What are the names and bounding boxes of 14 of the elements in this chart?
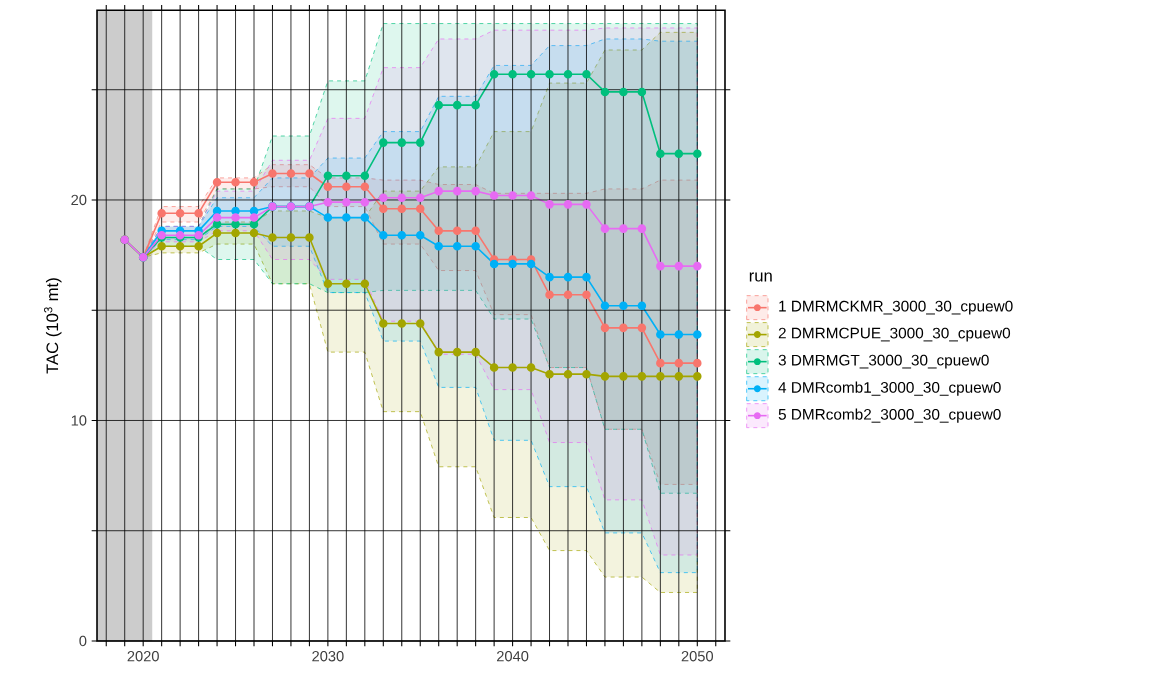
legend-title: run bbox=[749, 272, 772, 282]
y-axis-title: TAC (10$^{3}$ mt) bbox=[44, 278, 62, 374]
y-tick-label: 20 bbox=[71, 194, 87, 206]
legend-label: 4 DMRcomb1_3000_30_cpuew0 bbox=[778, 381, 1001, 396]
legend-label: 1 DMRMCKMR_3000_30_cpuew0 bbox=[779, 300, 1013, 315]
legend-label: 2 DMRMCPUE_3000_30_cpuew0 bbox=[778, 327, 1011, 342]
x-tick-label: 2050 bbox=[681, 651, 714, 662]
legend-label: 3 DMRMGT_3000_30_cpuew0 bbox=[778, 354, 989, 369]
legend-label: 5 DMRcomb2_3000_30_cpuew0 bbox=[778, 408, 1001, 423]
x-tick-label: 2030 bbox=[312, 651, 344, 662]
y-tick-label: 0 bbox=[79, 635, 87, 647]
x-tick-label: 2040 bbox=[497, 651, 529, 662]
x-tick-label: 2020 bbox=[127, 651, 159, 662]
y-tick-label: 10 bbox=[71, 415, 87, 426]
